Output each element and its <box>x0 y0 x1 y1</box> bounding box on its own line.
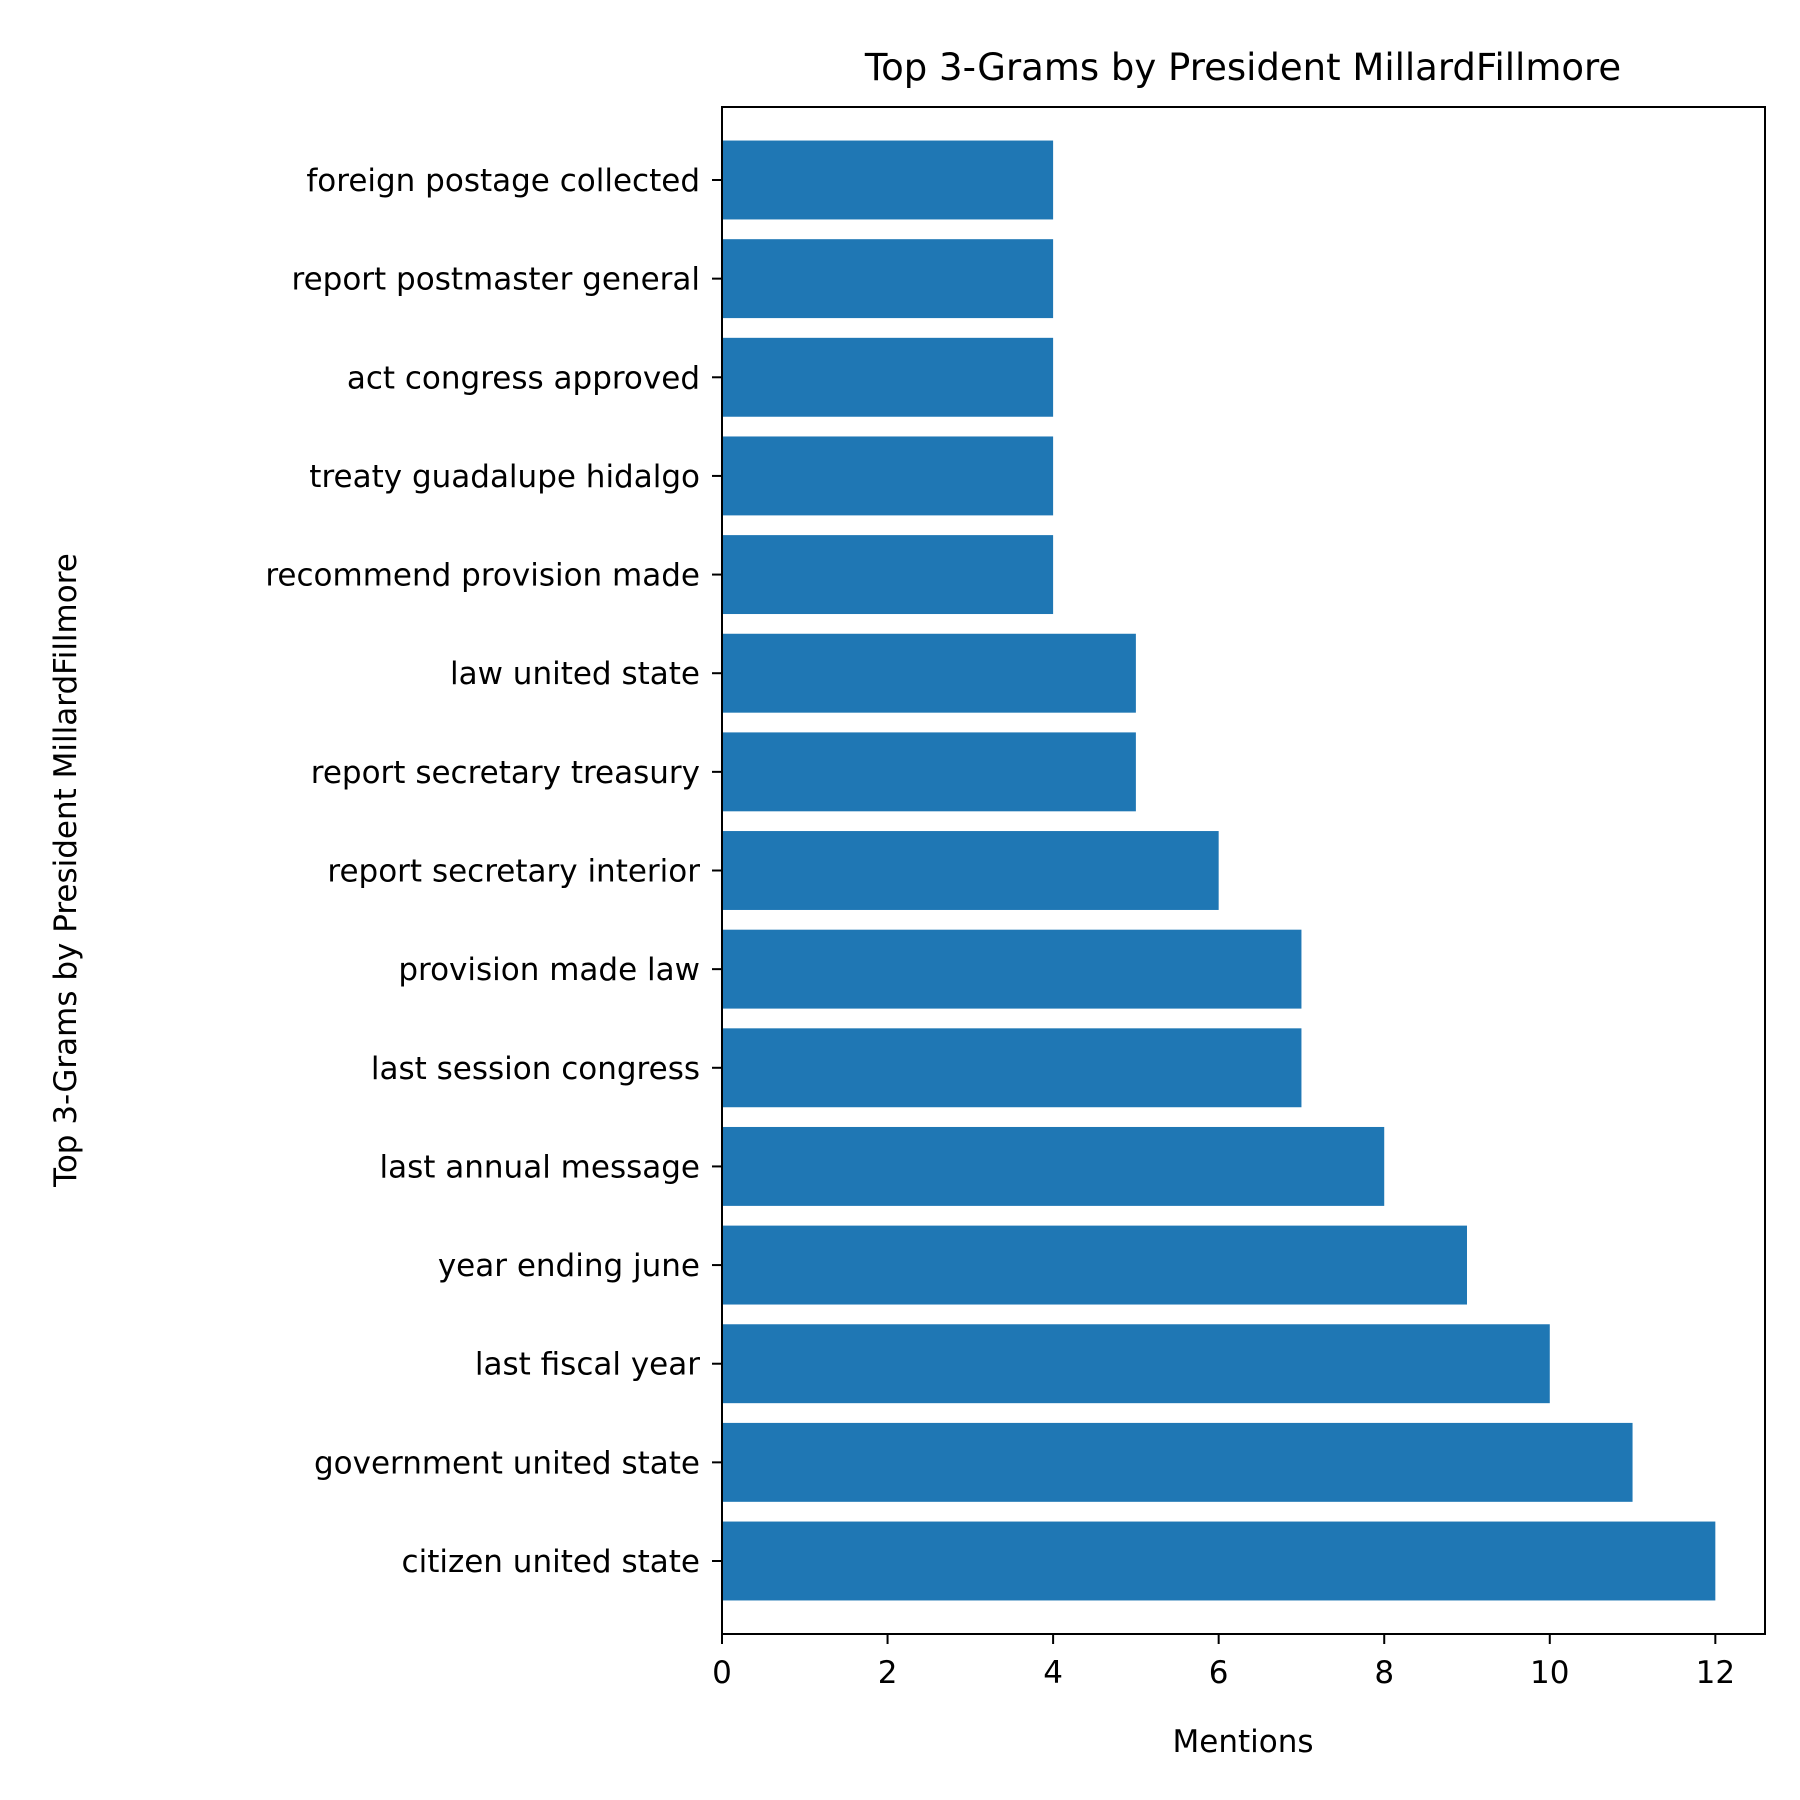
x-tick-label: 4 <box>1043 1655 1063 1691</box>
y-tick-label: recommend provision made <box>265 558 700 594</box>
y-tick-label: treaty guadalupe hidalgo <box>309 459 700 495</box>
y-tick-label: foreign postage collected <box>306 163 700 199</box>
bar-provision-made-law <box>722 929 1302 1009</box>
bar-citizen-united-state <box>722 1521 1716 1601</box>
y-axis-ticks: citizen united state government united st… <box>265 163 722 1580</box>
x-tick-label: 0 <box>712 1655 732 1691</box>
bar-report-postmaster-general <box>722 239 1054 319</box>
bar-treaty-guadalupe-hidalgo <box>722 436 1054 516</box>
x-tick-label: 6 <box>1209 1655 1229 1691</box>
x-tick-label: 12 <box>1696 1655 1735 1691</box>
y-tick-label: last annual message <box>380 1149 701 1185</box>
x-tick-label: 10 <box>1530 1655 1569 1691</box>
x-tick-label: 8 <box>1374 1655 1394 1691</box>
bar-government-united-state <box>722 1422 1633 1502</box>
x-tick-label: 2 <box>878 1655 898 1691</box>
y-tick-label: report secretary interior <box>327 854 700 890</box>
y-tick-label: act congress approved <box>347 360 700 396</box>
x-axis-ticks: 0 2 4 6 8 10 12 <box>712 1634 1735 1691</box>
bar-report-secretary-treasury <box>722 732 1136 812</box>
y-tick-label: last fiscal year <box>475 1347 700 1383</box>
y-tick-label: report secretary treasury <box>311 755 700 791</box>
x-axis-label: Mentions <box>1173 1724 1314 1760</box>
y-tick-label: report postmaster general <box>292 262 700 298</box>
bar-year-ending-june <box>722 1225 1467 1305</box>
y-tick-label: government united state <box>314 1445 700 1481</box>
chart-title: Top 3-Grams by President MillardFillmore <box>864 46 1621 89</box>
bar-last-fiscal-year <box>722 1324 1550 1404</box>
bar-report-secretary-interior <box>722 831 1219 910</box>
bar-last-session-congress <box>722 1028 1302 1108</box>
bar-recommend-provision-made <box>722 535 1054 615</box>
bar-law-united-state <box>722 633 1136 713</box>
bars-group <box>722 140 1716 1601</box>
y-tick-label: provision made law <box>398 952 700 988</box>
bar-last-annual-message <box>722 1126 1385 1206</box>
y-tick-label: law united state <box>450 656 700 692</box>
y-tick-label: year ending june <box>438 1248 700 1284</box>
bar-foreign-postage-collected <box>722 140 1054 220</box>
y-tick-label: citizen united state <box>402 1544 700 1580</box>
plot-area-frame <box>721 106 1766 1635</box>
y-axis-label: Top 3-Grams by President MillardFillmore <box>48 553 84 1188</box>
y-tick-label: last session congress <box>371 1051 700 1087</box>
bar-act-congress-approved <box>722 337 1054 417</box>
